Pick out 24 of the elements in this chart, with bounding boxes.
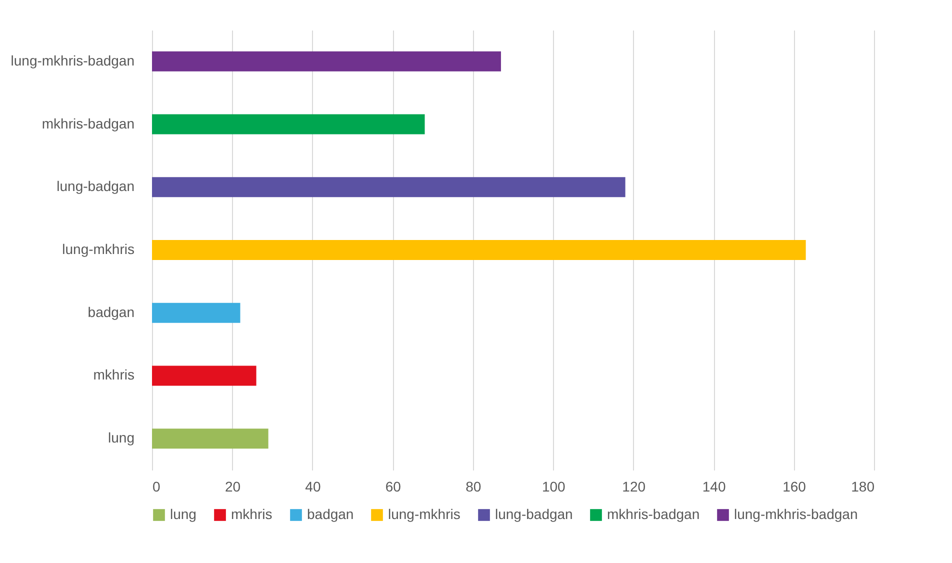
x-tick-label: 20 [224, 478, 241, 494]
legend-label: mkhris-badgan [607, 506, 700, 522]
y-tick-label: mkhris-badgan [42, 115, 134, 132]
legend-label: lung-mkhris [388, 506, 460, 522]
y-tick-label: lung [108, 430, 134, 446]
y-tick-label: lung-mkhris-badgan [10, 52, 134, 68]
y-tick-label: badgan [88, 304, 134, 320]
y-tick-label: mkhris [93, 366, 134, 383]
x-tick-label: 60 [385, 478, 402, 494]
y-tick-label: lung-mkhris [62, 241, 134, 257]
x-tick-label: 0 [152, 478, 160, 494]
legend-label: lung-badgan [495, 506, 573, 522]
legend-label: lung [170, 506, 196, 522]
y-tick-label: lung-badgan [56, 178, 134, 194]
x-tick-label: 80 [466, 478, 482, 494]
x-tick-label: 160 [782, 478, 806, 494]
x-tick-label: 120 [622, 478, 646, 494]
x-tick-label: 100 [542, 478, 566, 494]
x-tick-label: 180 [851, 478, 875, 494]
x-tick-label: 40 [305, 478, 321, 494]
legend-label: mkhris [231, 506, 272, 522]
x-tick-label: 140 [702, 478, 726, 494]
legend-label: lung-mkhris-badgan [734, 506, 858, 522]
legend-label: badgan [307, 506, 354, 522]
